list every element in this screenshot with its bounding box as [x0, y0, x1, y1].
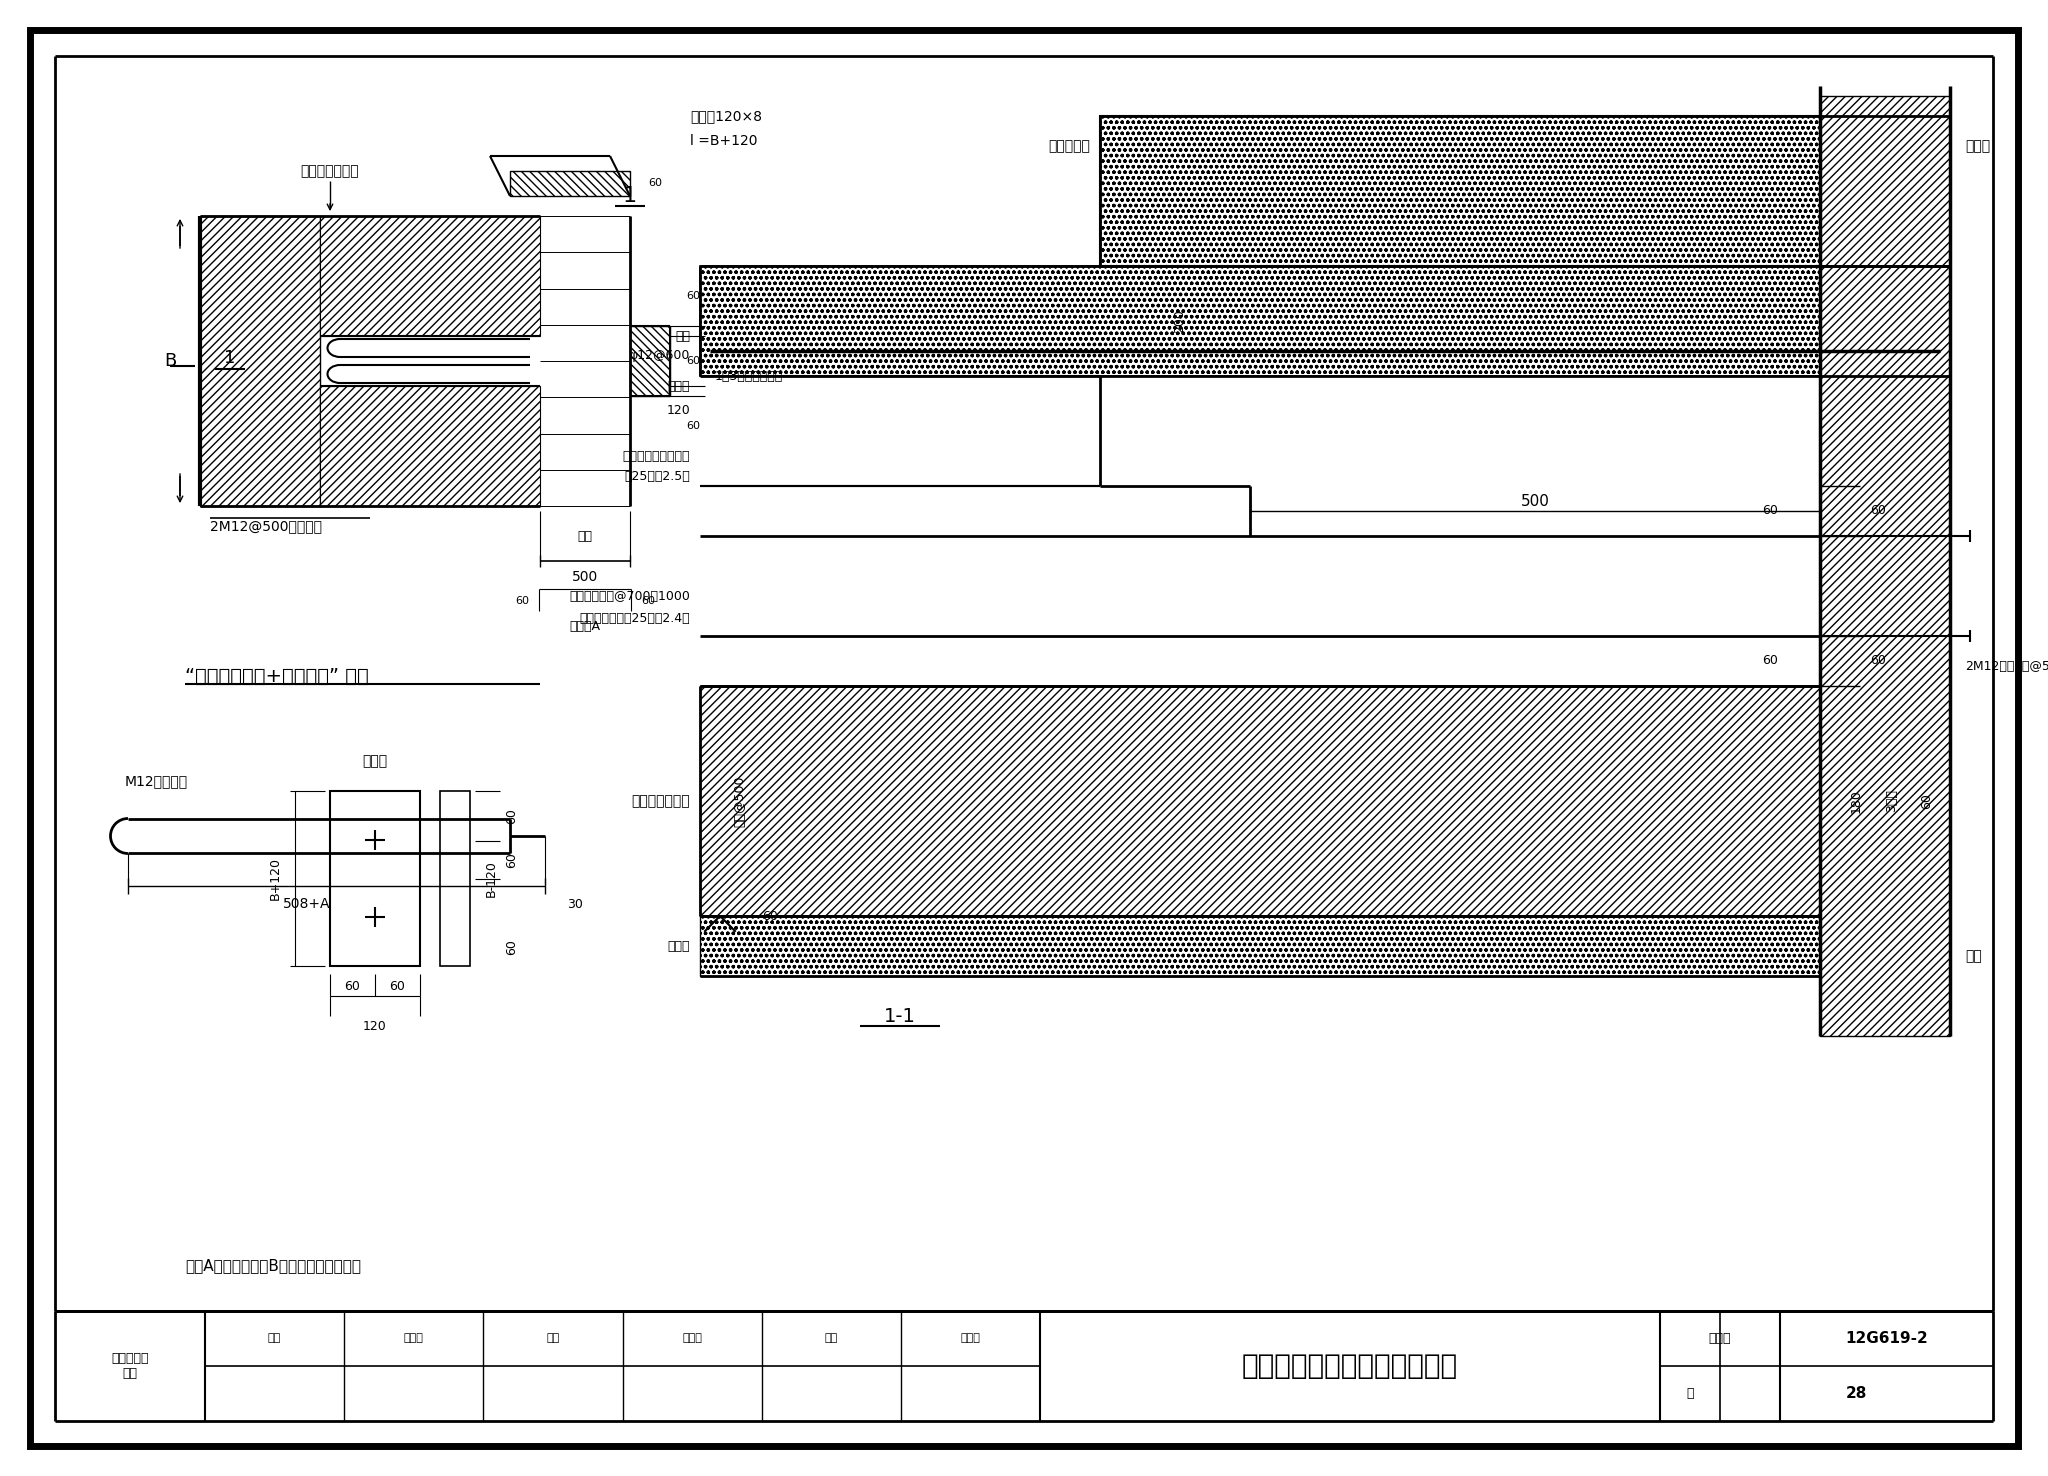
- Text: 60: 60: [506, 852, 518, 868]
- Text: 校对: 校对: [547, 1333, 559, 1343]
- Text: 第25页第2.5条: 第25页第2.5条: [625, 469, 690, 483]
- Text: 60: 60: [514, 596, 528, 607]
- Bar: [1821, 96, 1950, 1036]
- Text: 120: 120: [362, 1020, 387, 1033]
- Bar: [700, 917, 1821, 976]
- Text: 28: 28: [1845, 1386, 1868, 1401]
- Text: 60: 60: [506, 807, 518, 824]
- Bar: [319, 215, 541, 337]
- Text: 页: 页: [1686, 1387, 1694, 1401]
- Text: 原墙厚A: 原墙厚A: [569, 620, 600, 633]
- Text: 压顶梁配筋见本图集: 压顶梁配筋见本图集: [623, 450, 690, 462]
- Text: 原圈梁: 原圈梁: [1964, 139, 1991, 154]
- Bar: [319, 387, 541, 506]
- Text: 钢垫板120×8: 钢垫板120×8: [690, 109, 762, 123]
- Bar: [330, 791, 420, 965]
- Text: 60: 60: [686, 421, 700, 431]
- Bar: [1821, 117, 1950, 266]
- Text: 刘玲利: 刘玲利: [961, 1333, 981, 1343]
- Text: 60: 60: [686, 356, 700, 366]
- Text: 1: 1: [623, 186, 637, 207]
- Text: 原墙: 原墙: [1964, 949, 1982, 962]
- Text: 508+A: 508+A: [283, 897, 330, 911]
- Text: 原墙: 原墙: [578, 530, 592, 543]
- Text: 设计: 设计: [825, 1333, 838, 1343]
- Text: 2M12@500拉结螺栓: 2M12@500拉结螺栓: [211, 520, 322, 533]
- Text: 细石混凝土带@700～1000: 细石混凝土带@700～1000: [569, 589, 690, 602]
- Text: 1-1: 1-1: [885, 1007, 915, 1026]
- Text: B+120: B+120: [268, 858, 281, 900]
- Text: 配筋见本图集第25页第2.4条: 配筋见本图集第25页第2.4条: [580, 611, 690, 624]
- Text: 1: 1: [225, 348, 236, 368]
- Text: 竖筋@500: 竖筋@500: [733, 775, 748, 827]
- Text: “内砌拉结螺栓+混凝土带” 方案: “内砌拉结螺栓+混凝土带” 方案: [184, 667, 369, 685]
- Bar: [201, 215, 319, 506]
- Bar: [700, 686, 1821, 917]
- Text: 新增砌体抗震墙: 新增砌体抗震墙: [301, 164, 358, 179]
- Text: B: B: [164, 351, 176, 370]
- Bar: [631, 326, 670, 396]
- Text: 60: 60: [1870, 505, 1886, 518]
- Text: 60: 60: [389, 980, 406, 992]
- Text: 60: 60: [641, 596, 655, 607]
- Bar: [510, 171, 631, 196]
- Text: 1：3水泥砂浆抹平: 1：3水泥砂浆抹平: [715, 369, 782, 382]
- Text: l =B+120: l =B+120: [690, 134, 758, 148]
- Text: 60: 60: [686, 291, 700, 301]
- Text: 60: 60: [647, 179, 662, 189]
- Text: 注：A表示原墙厚，B表示新增砌体墙厚。: 注：A表示原墙厚，B表示新增砌体墙厚。: [184, 1259, 360, 1274]
- Text: M12拉结螺栓: M12拉结螺栓: [125, 773, 188, 788]
- Text: 新增砌体抗震墙加固节点详图: 新增砌体抗震墙加固节点详图: [1241, 1352, 1458, 1380]
- Text: 60: 60: [344, 980, 360, 992]
- Text: 60: 60: [1870, 654, 1886, 667]
- Text: 500: 500: [571, 570, 598, 584]
- Text: 钢垫板: 钢垫板: [362, 754, 387, 768]
- Text: 180: 180: [1849, 790, 1864, 813]
- Text: 汪训流: 汪训流: [682, 1333, 702, 1343]
- Text: φ12@600: φ12@600: [629, 350, 690, 363]
- Text: 新增砌体抗震墙: 新增砌体抗震墙: [631, 794, 690, 807]
- Text: 楼板底: 楼板底: [668, 379, 690, 393]
- Text: 12G619-2: 12G619-2: [1845, 1331, 1927, 1346]
- Bar: [1100, 117, 1950, 266]
- Text: 2M12拉结螺栓@500: 2M12拉结螺栓@500: [1964, 660, 2048, 673]
- Text: 新增抗震墙
加固: 新增抗震墙 加固: [111, 1352, 150, 1380]
- Text: 胡孔国: 胡孔国: [403, 1333, 424, 1343]
- Text: 图集号: 图集号: [1708, 1331, 1731, 1345]
- Text: 30: 30: [567, 897, 584, 911]
- Text: 60: 60: [1761, 505, 1778, 518]
- Bar: [440, 791, 469, 965]
- Text: 箍筋: 箍筋: [676, 329, 690, 342]
- Text: 楼板面: 楼板面: [668, 940, 690, 952]
- Text: 3皮砖: 3皮砖: [1884, 790, 1898, 812]
- Text: 120: 120: [666, 404, 690, 418]
- Text: 60: 60: [1761, 654, 1778, 667]
- Text: 60: 60: [1921, 793, 1933, 809]
- Text: 审核: 审核: [268, 1333, 281, 1343]
- Text: 60: 60: [762, 909, 778, 922]
- Text: B-120: B-120: [485, 861, 498, 897]
- Text: 200: 200: [1174, 308, 1186, 334]
- Text: 60: 60: [506, 939, 518, 955]
- Bar: [700, 266, 1950, 376]
- Text: 500: 500: [1520, 493, 1550, 509]
- Text: 原混凝土梁: 原混凝土梁: [1049, 139, 1090, 154]
